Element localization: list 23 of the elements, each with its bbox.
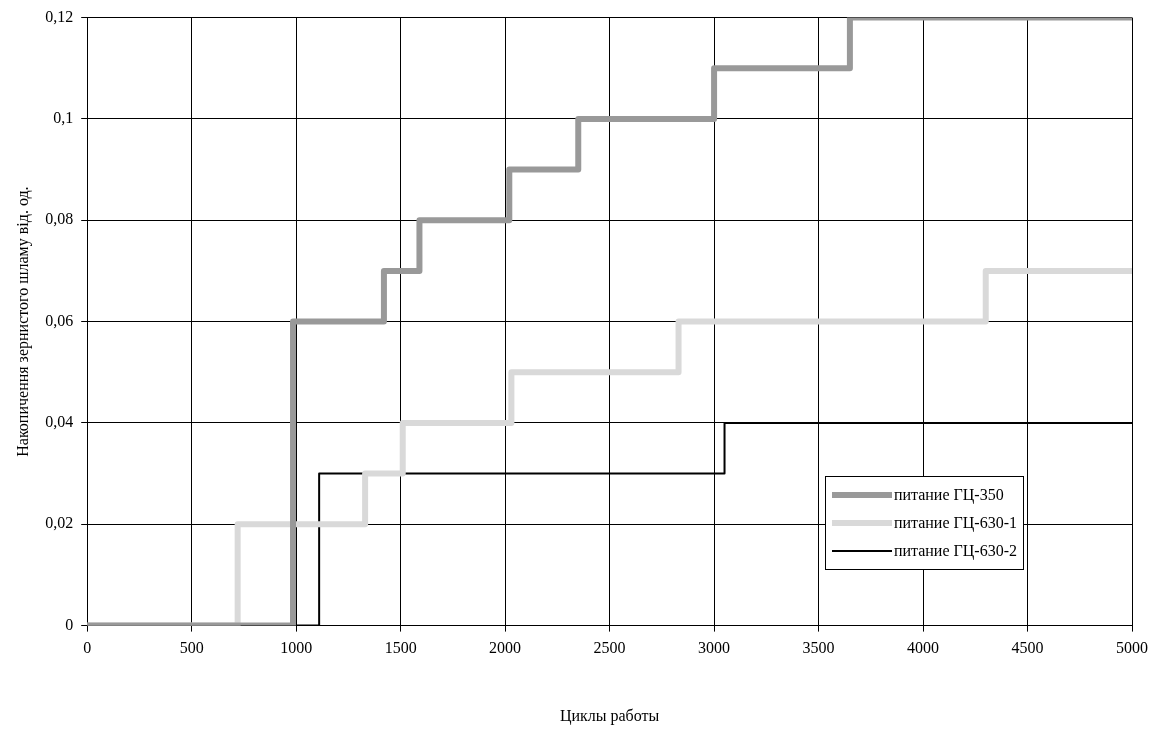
legend-label: питание ГЦ-350 xyxy=(893,485,1004,504)
x-tick-label: 500 xyxy=(179,639,204,657)
x-tick-label: 2500 xyxy=(593,639,626,657)
y-axis-title: Накопичення зернистого шламу від. од. xyxy=(13,186,32,457)
y-tick-label: 0,02 xyxy=(45,514,74,532)
x-tick-label: 3500 xyxy=(802,639,835,657)
legend-label: питание ГЦ-630-2 xyxy=(893,541,1017,560)
y-tick-label: 0,04 xyxy=(45,413,74,431)
y-tick-label: 0,08 xyxy=(45,210,74,228)
x-axis-title: Циклы работы xyxy=(559,706,660,725)
x-tick-label: 4000 xyxy=(907,639,940,657)
x-tick-label: 3000 xyxy=(698,639,731,657)
y-tick-label: 0,06 xyxy=(45,311,74,329)
y-tick-label: 0,12 xyxy=(45,7,74,25)
x-tick-label: 0 xyxy=(83,639,92,657)
y-tick-label: 0 xyxy=(65,615,74,633)
x-tick-label: 4500 xyxy=(1011,639,1044,657)
x-tick-label: 2000 xyxy=(489,639,522,657)
x-tick-label: 5000 xyxy=(1116,639,1148,657)
x-tick-label: 1000 xyxy=(280,639,313,657)
legend-label: питание ГЦ-630-1 xyxy=(893,513,1017,532)
x-tick-label: 1500 xyxy=(384,639,417,657)
y-tick-label: 0,1 xyxy=(53,109,74,127)
